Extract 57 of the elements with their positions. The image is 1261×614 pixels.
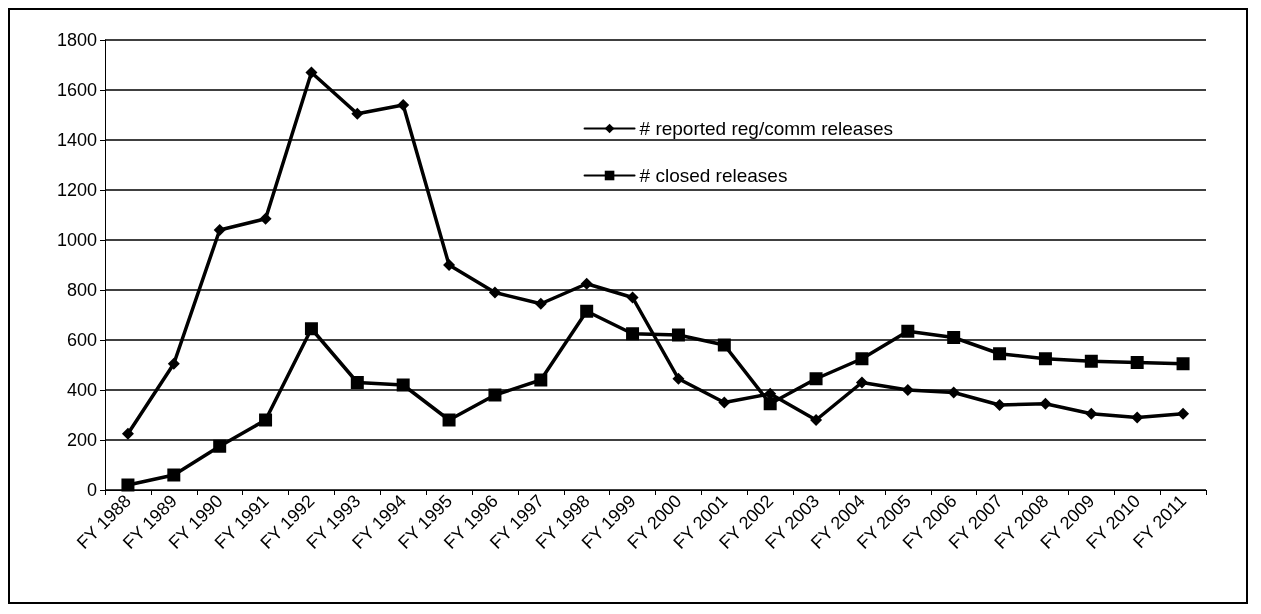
point (534, 297, 547, 310)
point (213, 224, 226, 236)
point (809, 372, 823, 386)
point (855, 376, 868, 389)
point (167, 357, 180, 370)
point (947, 331, 961, 344)
legend-label: # closed releases (639, 165, 788, 186)
point (350, 376, 364, 389)
point (855, 352, 869, 366)
point (1176, 357, 1190, 371)
point (488, 388, 502, 402)
point (305, 66, 318, 79)
point (259, 212, 272, 225)
point (351, 107, 364, 120)
point (718, 396, 731, 409)
y-tick-label: 1000 (56, 230, 97, 250)
point (580, 277, 593, 290)
y-tick-label: 1600 (56, 80, 97, 100)
point (626, 327, 640, 341)
y-tick-label: 200 (66, 430, 97, 450)
y-tick-label: 600 (66, 330, 97, 350)
point (580, 304, 594, 318)
point (488, 286, 501, 299)
y-tick-label: 400 (66, 380, 97, 400)
point (672, 372, 685, 385)
point (1038, 352, 1052, 366)
point (810, 414, 823, 426)
point (1131, 411, 1144, 424)
point (993, 347, 1007, 361)
point (1084, 354, 1098, 368)
legend-label: # reported reg/comm releases (639, 118, 894, 139)
point (396, 378, 410, 392)
point (1130, 356, 1144, 369)
point (717, 338, 731, 352)
y-tick-label: 800 (66, 280, 97, 300)
y-tick-label: 1200 (56, 180, 97, 200)
point (993, 399, 1006, 411)
y-tick-label: 1400 (56, 130, 97, 150)
point (901, 324, 915, 338)
point (304, 322, 318, 336)
point (121, 427, 134, 440)
y-tick-label: 0 (86, 480, 97, 500)
point (443, 259, 456, 271)
point (167, 468, 181, 482)
point (397, 99, 410, 111)
point (671, 328, 685, 342)
point (1085, 407, 1098, 420)
point (1039, 397, 1052, 410)
point (259, 413, 273, 427)
point (534, 373, 548, 387)
point (121, 478, 135, 492)
y-tick-label: 1800 (56, 30, 97, 50)
point (1177, 407, 1190, 420)
point (213, 439, 227, 453)
point (763, 397, 777, 411)
point (442, 413, 456, 427)
point (626, 291, 639, 304)
